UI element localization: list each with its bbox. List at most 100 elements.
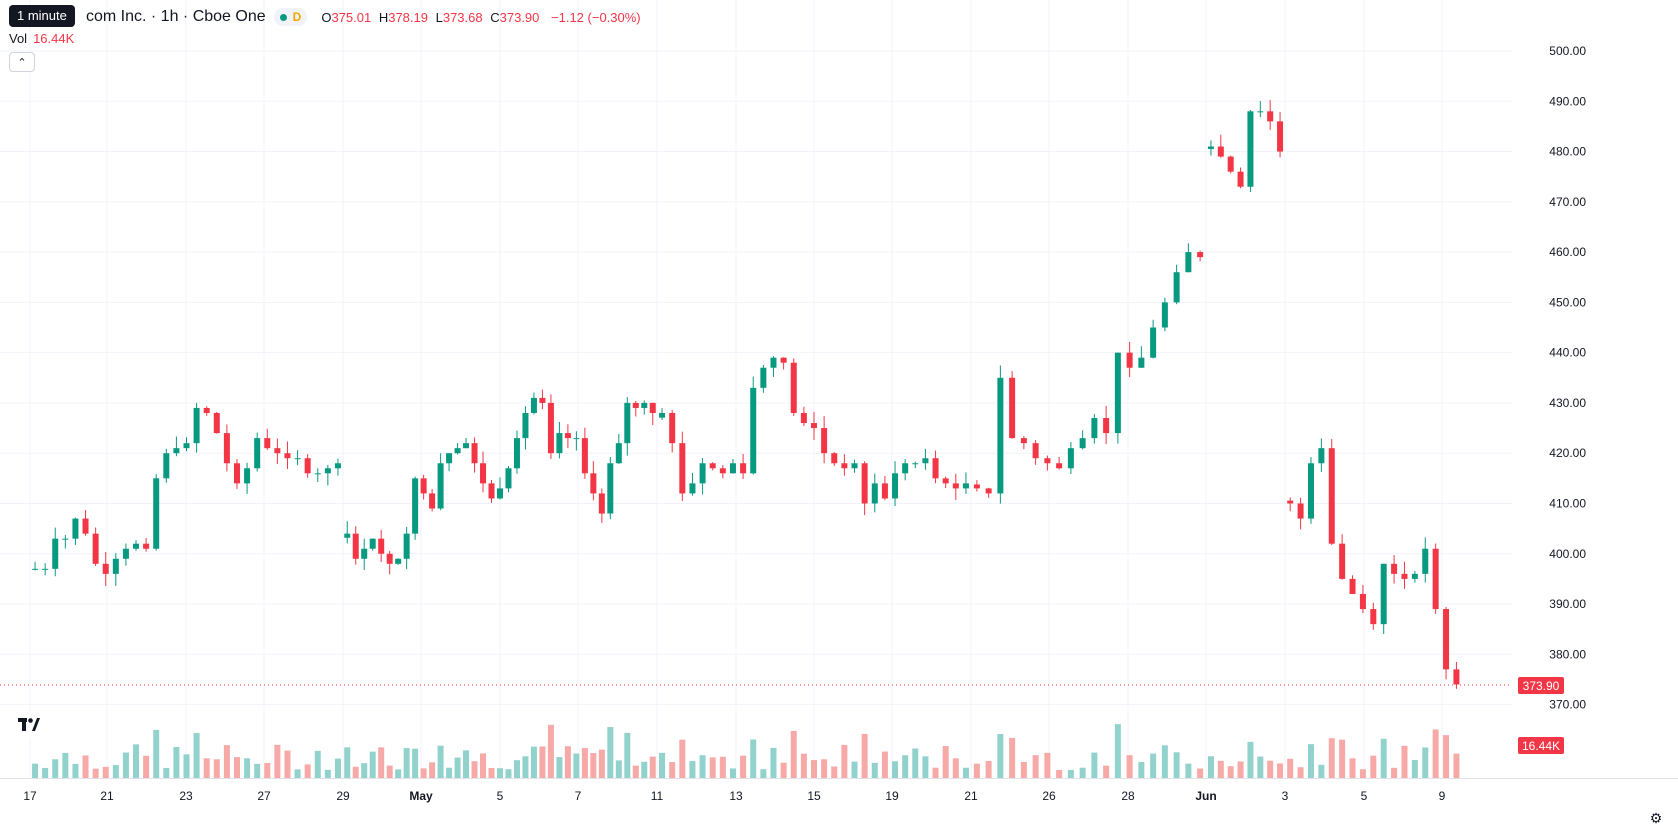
candle-body [719, 468, 726, 474]
candle-body [942, 478, 949, 484]
price-axis-label: 440.00 [1549, 346, 1586, 360]
candle-body [446, 453, 453, 464]
volume-bar [72, 763, 79, 778]
volume-bar [429, 762, 436, 778]
volume-bar [102, 766, 109, 778]
candle-body [1349, 578, 1356, 594]
candle-body [1207, 146, 1214, 149]
volume-legend: Vol 16.44K [9, 31, 74, 46]
candle-body [689, 483, 696, 494]
candle-body [547, 402, 554, 454]
candle-body [1227, 156, 1234, 172]
volume-bar [641, 761, 648, 778]
symbol-legend: com Inc. · 1h · Cboe One D O375.01 H378.… [8, 6, 641, 28]
volume-bar [1114, 724, 1121, 778]
candle-body [556, 433, 563, 454]
time-axis-label: 3 [1282, 789, 1289, 803]
market-status[interactable]: D [273, 8, 308, 26]
candle-body [831, 453, 838, 464]
volume-bar [615, 760, 622, 778]
tradingview-logo-icon[interactable] [14, 712, 44, 738]
candle-body [1032, 443, 1039, 459]
candle-body [143, 543, 150, 549]
candle-body [1237, 171, 1244, 187]
candle-body [922, 458, 929, 464]
time-axis-label: Jun [1195, 789, 1216, 803]
candle-body [429, 493, 436, 509]
candle-body [750, 387, 757, 474]
volume-bar [1443, 735, 1450, 778]
volume-bar [153, 729, 160, 778]
volume-bar [760, 769, 767, 778]
volume-bar [1391, 767, 1398, 778]
volume-bar [112, 765, 119, 778]
candle-body [420, 478, 427, 494]
candle-body [1401, 573, 1408, 579]
volume-bar [505, 769, 512, 778]
price-axis-label: 420.00 [1549, 446, 1586, 460]
volume-bar [203, 758, 210, 778]
low-value: 373.68 [442, 9, 483, 25]
volume-bar [1217, 760, 1224, 778]
volume-bar [709, 757, 716, 778]
gear-icon[interactable]: ⚙ [1649, 809, 1663, 826]
volume-bar [1257, 756, 1264, 778]
candle-body [153, 478, 160, 549]
candle-body [590, 473, 597, 494]
market-status-letter: D [292, 10, 302, 24]
volume-bar [1207, 756, 1214, 778]
time-axis-label: May [409, 789, 433, 803]
candle-body [649, 402, 656, 413]
price-axis-label: 400.00 [1549, 547, 1586, 561]
candle-body [378, 538, 385, 554]
time-axis-label: 13 [729, 789, 743, 803]
candle-body [871, 483, 878, 504]
candle-body [1277, 121, 1284, 152]
volume-bar [607, 727, 614, 778]
price-axis-label: 490.00 [1549, 94, 1586, 108]
volume-bar [352, 766, 359, 778]
symbol-title[interactable]: com Inc. · 1h · Cboe One [86, 8, 266, 25]
volume-bar [1103, 765, 1110, 778]
volume-bar [1328, 738, 1335, 778]
volume-bar [1370, 755, 1377, 778]
candle-body [1126, 352, 1133, 368]
candle-body [1185, 252, 1192, 273]
candle-body [1287, 500, 1294, 504]
candle-body [659, 412, 666, 418]
candle-body [985, 488, 992, 494]
volume-value: 16.44K [33, 31, 75, 46]
candle-body [851, 463, 858, 469]
change-value: −1.12 (−0.30%) [551, 9, 641, 25]
candle-body [624, 402, 631, 444]
volume-bar [163, 767, 170, 778]
collapse-legend-button[interactable]: ⌃ [9, 52, 35, 72]
candle-body [1443, 609, 1450, 670]
price-axis-label: 370.00 [1549, 698, 1586, 712]
volume-bar [1185, 763, 1192, 778]
candle-body [709, 463, 716, 469]
candle-body [841, 463, 848, 469]
volume-bar [821, 759, 828, 778]
volume-bar [437, 745, 444, 778]
candle-body [112, 558, 119, 574]
volume-bar [395, 769, 402, 778]
candle-body [463, 443, 470, 449]
volume-bar [679, 739, 686, 778]
volume-bar [213, 759, 220, 778]
price-axis-label: 480.00 [1549, 145, 1586, 159]
candle-body [790, 362, 797, 413]
volume-bar [1079, 767, 1086, 778]
candle-body [203, 407, 210, 413]
high-value: 378.19 [388, 9, 428, 25]
high-label: H [378, 9, 389, 25]
candle-body [641, 402, 648, 408]
candle-body [780, 357, 787, 363]
volume-bar [530, 746, 537, 778]
candle-body [386, 553, 393, 564]
volume-bar [1277, 763, 1284, 778]
candle-body [1079, 438, 1086, 449]
candle-body [284, 453, 291, 459]
volume-bar [1247, 741, 1254, 778]
